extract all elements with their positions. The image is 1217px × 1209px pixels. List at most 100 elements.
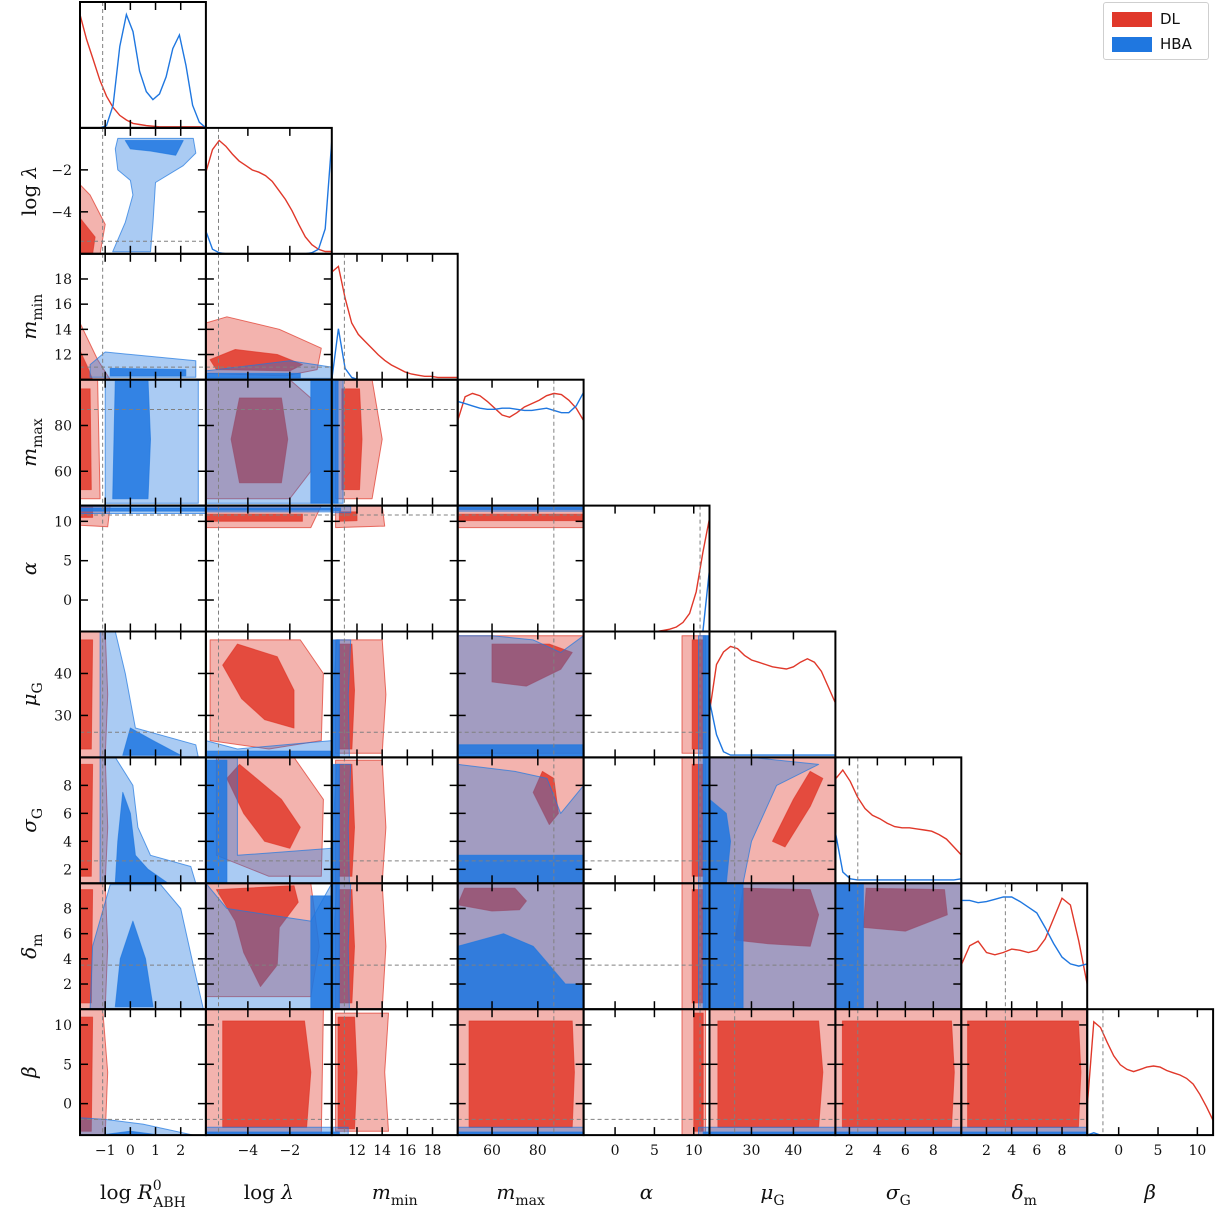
y-tick-label: 0	[63, 1097, 72, 1113]
panel-deltam-deltam	[960, 882, 1089, 1011]
panel-logR-mmax	[79, 378, 207, 507]
panel-logR-loglam	[79, 126, 207, 255]
marginal-hba-deltam	[961, 896, 1088, 967]
marginal-dl-sigmaG	[835, 768, 962, 856]
axis-label-sigmaG: σG	[886, 1180, 911, 1209]
contour-hba-inner	[112, 379, 151, 500]
panel-frame	[456, 378, 585, 507]
contour-hba-inner	[457, 854, 584, 884]
x-tick-label: 10	[1188, 1143, 1206, 1159]
x-tick-label: 0	[1114, 1143, 1123, 1159]
panel-mmin-sigmaG	[330, 756, 459, 885]
y-tick-label: 4	[63, 834, 72, 850]
contour-hba-inner	[114, 791, 169, 884]
panel-sigmaG-deltam	[834, 882, 963, 1011]
panel-logR-deltam	[79, 882, 207, 1011]
contour-dl-inner	[457, 887, 527, 912]
contour-hba-inner	[205, 750, 332, 758]
contour-dl-inner	[338, 511, 358, 522]
contour-hba-outer	[835, 883, 962, 1010]
panel-mmax-mmax	[456, 378, 585, 507]
x-tick-label: −1	[95, 1143, 116, 1159]
marginal-hba-mmin	[331, 328, 458, 380]
x-tick-label: 12	[348, 1143, 366, 1159]
contour-hba-inner	[702, 635, 710, 758]
panel-frame	[708, 630, 837, 759]
panel-loglam-mmax	[204, 378, 333, 507]
axis-label-logR: log R0 ABH	[100, 1178, 186, 1209]
y-tick-label: 18	[54, 272, 72, 288]
axis-label-alpha: α	[17, 561, 41, 575]
contour-hba-inner	[205, 372, 301, 379]
contour-hba-inner	[332, 883, 340, 1010]
panel-logR-logR	[79, 1, 207, 129]
panel-mmin-beta	[330, 1008, 459, 1137]
panel-mmax-alpha	[456, 504, 585, 633]
panel-logR-alpha	[79, 504, 207, 633]
x-tick-label: 18	[424, 1143, 442, 1159]
contour-dl-inner	[693, 1012, 704, 1132]
panel-mmax-sigmaG	[456, 756, 585, 885]
legend-label-dl: DL	[1160, 10, 1180, 28]
contour-dl-inner	[80, 1016, 94, 1132]
panel-mmin-alpha	[330, 504, 459, 633]
x-tick-label: −2	[280, 1143, 301, 1159]
x-tick-label: 6	[1032, 1143, 1041, 1159]
y-tick-label: 8	[63, 778, 72, 794]
x-tick-label: 6	[901, 1143, 910, 1159]
panel-loglam-beta	[204, 1008, 333, 1137]
contour-hba-inner	[122, 727, 182, 756]
contour-dl-inner	[80, 639, 94, 750]
panel-alpha-sigmaG	[582, 756, 711, 885]
y-tick-label: −2	[51, 163, 72, 179]
contour-hba-inner	[332, 507, 342, 512]
contour-dl-inner	[205, 513, 303, 522]
y-tick-label: 0	[63, 593, 72, 609]
x-tick-label: 40	[785, 1143, 803, 1159]
contour-hba-inner	[310, 895, 332, 1010]
contour-dl-inner	[226, 763, 301, 849]
axis-label-loglam: log λ	[244, 1180, 294, 1204]
axis-label-deltam: δm	[17, 934, 46, 959]
contour-dl-inner	[230, 397, 289, 484]
panel-loglam-deltam	[204, 882, 333, 1011]
contour-hba-inner	[332, 379, 339, 504]
y-tick-label: 4	[63, 952, 72, 968]
y-tick-label: 2	[63, 862, 72, 878]
contour-dl-inner	[80, 889, 94, 1004]
panel-logR-beta	[79, 1008, 207, 1137]
contour-dl-inner	[862, 887, 948, 932]
marginal-dl-mmin	[331, 265, 458, 379]
contour-dl-inner	[841, 1020, 955, 1128]
x-tick-label: −4	[238, 1143, 259, 1159]
panel-loglam-sigmaG	[204, 756, 333, 885]
contour-hba-inner	[114, 920, 154, 1008]
axis-label-mmin: mmin	[372, 1180, 418, 1209]
axis-label-alpha: α	[640, 1180, 654, 1204]
y-tick-label: 6	[63, 927, 72, 943]
contour-dl-inner	[222, 643, 295, 729]
contour-hba-inner	[702, 883, 710, 1010]
contour-hba-inner	[124, 140, 184, 156]
x-tick-label: 1	[151, 1143, 160, 1159]
marginal-dl-loglam	[205, 139, 332, 253]
x-tick-label: 4	[1007, 1143, 1016, 1159]
marginal-dl-deltam	[961, 897, 1088, 985]
x-tick-label: 30	[743, 1143, 761, 1159]
panel-frame	[1086, 1008, 1215, 1137]
contour-dl-inner	[80, 388, 92, 491]
panel-muG-muG	[708, 630, 837, 759]
panel-mmin-deltam	[330, 882, 459, 1011]
panel-alpha-alpha	[582, 504, 711, 633]
contour-dl-inner	[717, 1020, 824, 1128]
y-tick-label: 40	[54, 666, 72, 682]
contour-dl-inner	[772, 770, 824, 848]
contour-hba-outer	[457, 635, 584, 758]
contour-hba-outer	[99, 757, 197, 884]
panel-loglam-muG	[204, 630, 333, 759]
axis-label-muG: μG	[17, 682, 46, 706]
marginal-hba-mmax	[457, 391, 584, 414]
y-tick-label: 16	[54, 297, 72, 313]
y-tick-label: 12	[54, 348, 72, 364]
panel-loglam-loglam	[204, 126, 333, 255]
